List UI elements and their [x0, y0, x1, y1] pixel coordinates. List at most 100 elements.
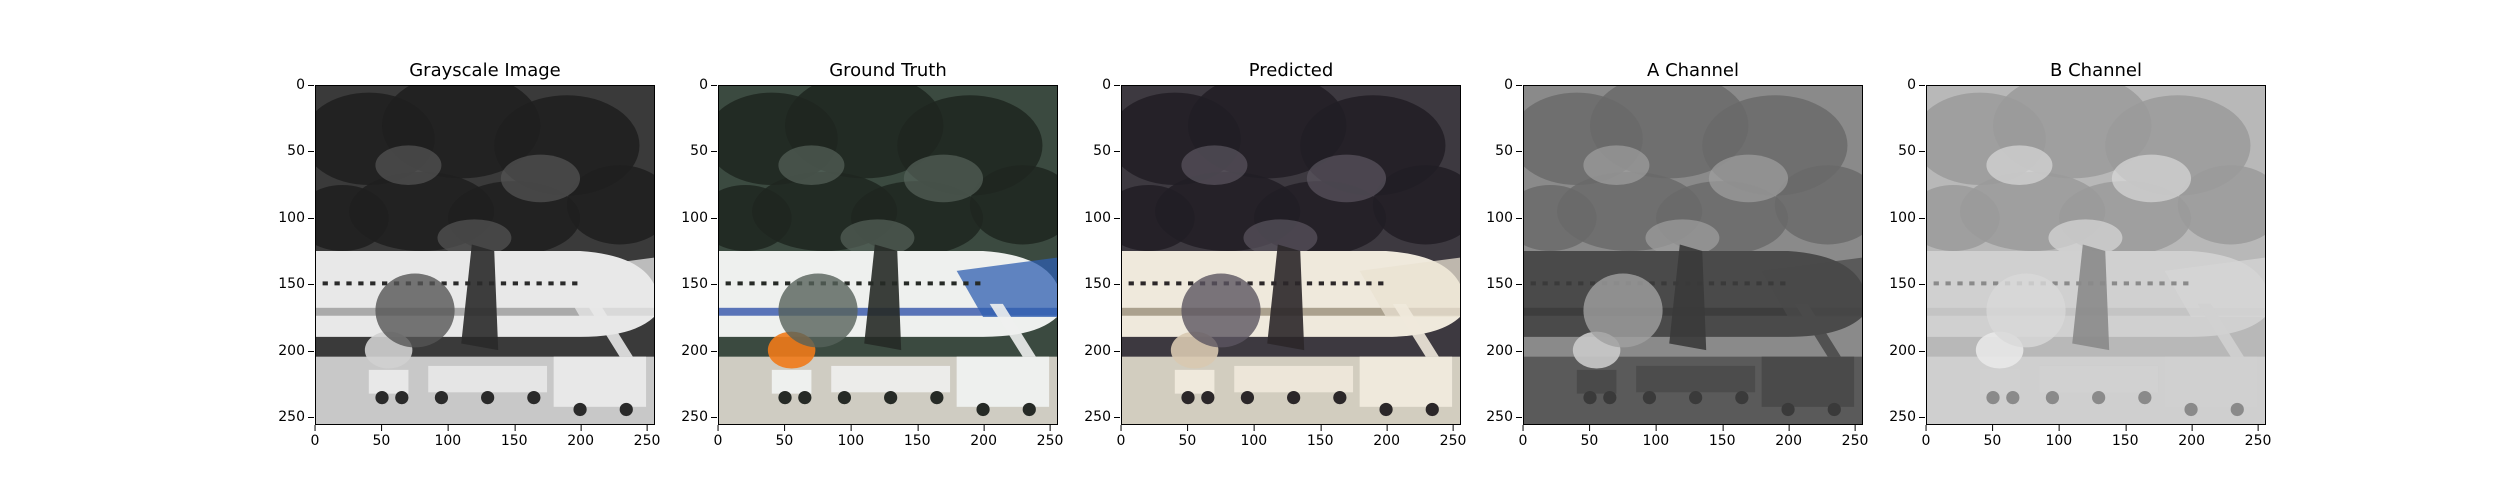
plane-window [773, 281, 779, 286]
smoke-highlight [1708, 154, 1789, 203]
air-stairs [586, 303, 633, 357]
plane-window [1306, 281, 1313, 286]
smoke-column [1583, 273, 1663, 348]
vehicle-wheel [1240, 390, 1255, 405]
y-tick-label: 150 [681, 276, 717, 293]
y-tick-label: 100 [681, 209, 717, 226]
plane-window [524, 281, 530, 286]
smoke-column [375, 273, 455, 348]
y-tick-label: 0 [1907, 77, 1925, 93]
smoke-highlight [903, 154, 984, 203]
vehicle-wheel [1333, 390, 1347, 405]
vehicle-wheel [573, 402, 587, 417]
plane-window [1530, 281, 1536, 286]
image-area [1523, 85, 1863, 425]
plane-window [1554, 281, 1560, 286]
vehicle-wheel [1735, 390, 1749, 405]
y-tick-label: 200 [278, 342, 314, 359]
vehicle-wheel [778, 390, 792, 405]
x-tick-label: 200 [567, 425, 594, 449]
x-tick-label: 150 [903, 425, 931, 449]
vehicle-wheel [1379, 402, 1393, 417]
tug-vehicle [1979, 369, 2020, 394]
y-tick-label: 0 [296, 77, 314, 93]
vehicle-wheel [2230, 402, 2244, 417]
panel-title: Ground Truth [829, 60, 947, 81]
x-tick-label: 100 [837, 425, 865, 449]
vehicle-wheel [1642, 390, 1657, 405]
plane-window [975, 281, 981, 286]
plane-nose-section [956, 257, 1057, 318]
vehicle-wheel [2138, 390, 2152, 405]
y-tick-label: 200 [1084, 342, 1120, 359]
image-picture [316, 86, 654, 424]
plane-window [1744, 281, 1750, 286]
smoke-cloud [1524, 185, 1597, 252]
panel-a-channel: A Channel 0 50 100 150 200 250 0 50 100 150 200 250 [1486, 0, 1923, 500]
x-tick-label: 0 [713, 425, 723, 449]
plane-window [358, 281, 364, 286]
x-tick-label: 200 [1775, 425, 1802, 449]
air-stairs [1794, 303, 1841, 357]
x-tick-label: 0 [1518, 425, 1528, 449]
air-stairs [989, 303, 1036, 357]
plane-nose-section [2164, 257, 2265, 318]
y-tick-label: 100 [1889, 209, 1925, 226]
plane-window [370, 281, 376, 286]
image-picture [1122, 86, 1460, 424]
smoke-highlight [1583, 145, 1650, 186]
vehicle-wheel [1583, 390, 1597, 405]
vehicle-wheel [1986, 390, 2000, 405]
vehicle-wheel [837, 390, 852, 405]
smoke-highlight [500, 154, 581, 203]
plane-window [1164, 281, 1170, 286]
vehicle-wheel [930, 390, 944, 405]
vehicle-wheel [976, 402, 990, 417]
x-tick-label: 100 [2045, 425, 2073, 449]
vehicle-wheel [395, 390, 409, 405]
panel-title: A Channel [1647, 60, 1739, 81]
plane-window [856, 281, 862, 286]
plane-window [903, 281, 910, 286]
axes: 0 50 100 150 200 250 0 50 100 150 200 250 [278, 77, 660, 449]
plane-window [1993, 281, 1999, 286]
image-area [315, 85, 655, 425]
x-tick-label: 250 [1036, 425, 1064, 449]
vehicle-wheel [1603, 390, 1617, 405]
plane-window [2159, 281, 2165, 286]
truck-vehicle [1359, 356, 1453, 407]
smoke-highlight [778, 145, 845, 186]
air-stairs [1392, 303, 1439, 357]
dark-smoke-plume [1669, 244, 1707, 351]
x-tick-label: 50 [1580, 425, 1599, 449]
vehicle-wheel [481, 390, 495, 405]
smoke-highlight [2111, 154, 2192, 203]
dark-smoke-plume [1267, 244, 1305, 351]
plane-window [1768, 281, 1774, 286]
truck-vehicle [1761, 356, 1855, 407]
y-tick-label: 50 [690, 143, 717, 160]
x-tick-label: 100 [434, 425, 462, 449]
vehicle-wheel [527, 390, 541, 405]
vehicle-wheel [2006, 390, 2020, 405]
y-tick-label: 250 [278, 409, 314, 426]
baggage-carts [2039, 365, 2159, 393]
panel-title: B Channel [2050, 60, 2142, 81]
plane-window [346, 281, 352, 286]
smoke-cloud [2177, 165, 2265, 245]
plane-window [560, 281, 566, 286]
plane-window [1152, 281, 1158, 286]
plane-window [761, 281, 767, 286]
plane-window [536, 281, 542, 286]
baggage-carts [831, 365, 951, 393]
plane-window [1957, 281, 1963, 286]
vehicle-wheel [619, 402, 633, 417]
y-tick-label: 250 [1889, 409, 1925, 426]
plane-window [2123, 281, 2130, 286]
y-tick-label: 50 [1093, 143, 1120, 160]
x-tick-label: 150 [1306, 425, 1334, 449]
plane-window [1542, 281, 1548, 286]
y-tick-label: 150 [1486, 276, 1522, 293]
plane-window [951, 281, 957, 286]
plane-nose-section [1761, 257, 1862, 318]
